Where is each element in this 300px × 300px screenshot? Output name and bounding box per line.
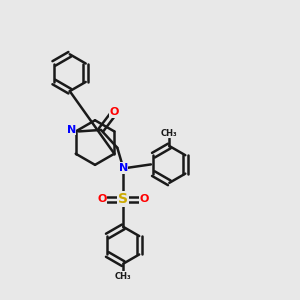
Text: O: O	[140, 194, 149, 204]
Text: O: O	[97, 194, 106, 204]
Text: N: N	[118, 163, 128, 173]
Text: N: N	[67, 125, 76, 135]
Text: CH₃: CH₃	[115, 272, 132, 281]
Text: O: O	[109, 107, 119, 117]
Text: CH₃: CH₃	[161, 129, 178, 138]
Text: S: S	[118, 192, 128, 206]
